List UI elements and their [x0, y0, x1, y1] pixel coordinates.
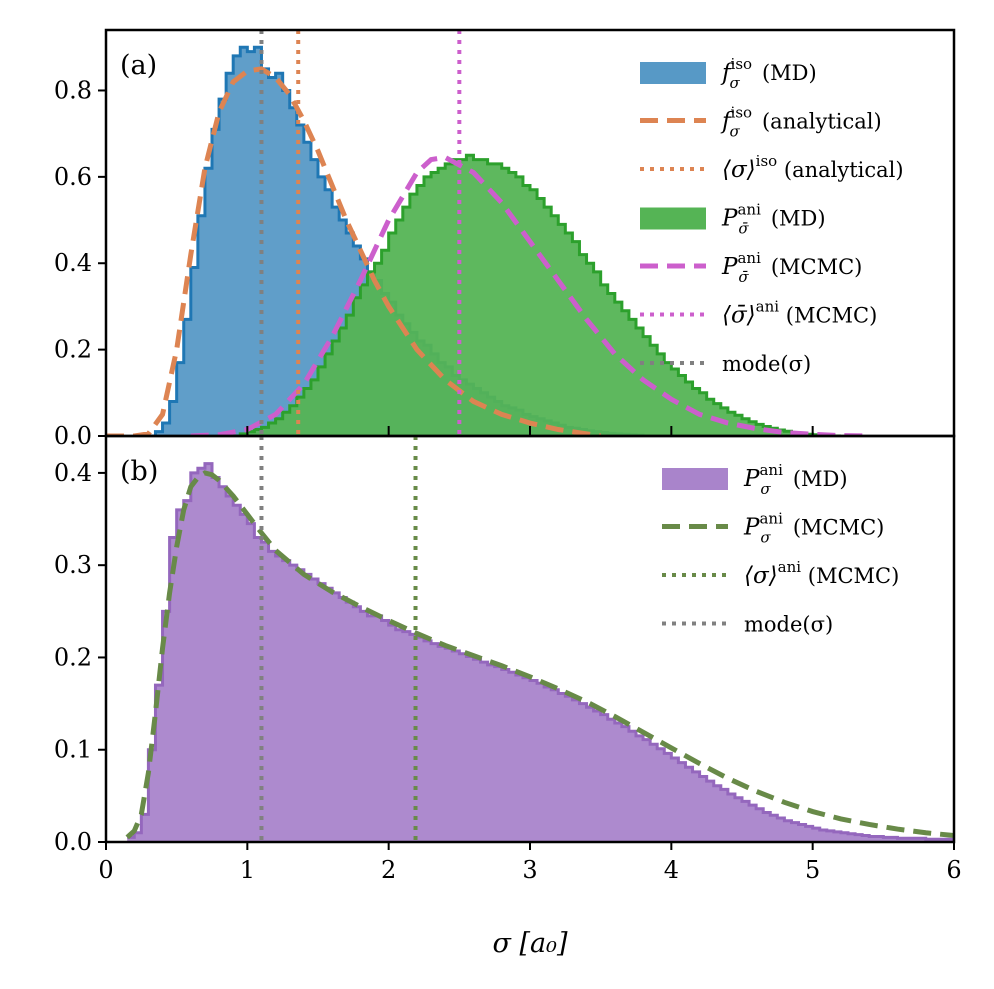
legend-text: (MD)	[771, 207, 826, 231]
legend-superscript: iso	[756, 152, 778, 170]
legend-entry: Pani σ̄ (MCMC)	[640, 249, 862, 286]
legend-text: (analytical)	[762, 110, 882, 134]
legend-symbol: P	[743, 515, 760, 541]
ytick-label: 0.8	[54, 76, 92, 104]
legend-symbol: f	[720, 109, 734, 135]
xtick-label: 1	[240, 856, 255, 884]
legend-subscript: σ	[760, 480, 771, 498]
legend-entry: Pani σ (MCMC)	[662, 510, 884, 547]
legend-superscript: ani	[756, 298, 780, 316]
legend-superscript: ani	[737, 201, 761, 219]
legend-label: ⟨σ⟩iso (analytical)	[722, 152, 904, 183]
ytick-label: 0.4	[54, 459, 92, 487]
legend-patch	[640, 207, 706, 230]
legend-text: (analytical)	[784, 158, 904, 182]
ytick-label: 0.4	[54, 249, 92, 277]
hist-fill-P_ani_MD_bar	[233, 155, 841, 436]
legend-subscript: σ	[730, 74, 741, 92]
panel-b: 0.00.10.20.30.40 1 2 3 4 5 6σ [a₀](b) Pani σ (MD…	[54, 434, 962, 959]
ytick-label: 0.6	[54, 163, 92, 191]
legend-superscript: ani	[737, 249, 761, 267]
legend: Pani σ (MD)Pani σ (MCMC)⟨σ⟩ani (MCMC)mode(…	[662, 461, 899, 637]
xtick-label: 4	[664, 856, 679, 884]
legend-label: fiso σ (analytical)	[720, 104, 882, 141]
legend-superscript: ani	[759, 461, 783, 479]
ytick-label: 0.0	[54, 422, 92, 450]
legend-subscript: σ	[760, 529, 771, 547]
panel-a: 0.00.20.40.60.8(a) fiso σ (MD)fiso σ (analy…	[54, 28, 956, 450]
legend-symbol: P	[743, 466, 760, 492]
plot-area	[106, 30, 870, 436]
ytick-label: 0.0	[54, 828, 92, 856]
legend-entry: fiso σ (MD)	[640, 55, 817, 92]
legend-label: Pani σ̄ (MD)	[721, 201, 826, 238]
legend-patch	[640, 62, 706, 84]
xtick-label: 3	[522, 856, 537, 884]
hist-fill-P_ani_MD	[127, 463, 954, 842]
legend-label: fiso σ (MD)	[720, 55, 817, 92]
legend-symbol: P	[721, 254, 738, 280]
ytick-label: 0.2	[54, 643, 92, 671]
legend-label: Pani σ (MD)	[743, 461, 848, 498]
hist-edge-P_ani_MD_bar	[233, 153, 841, 436]
ytick-label: 0.2	[54, 336, 92, 364]
legend-entry: mode(σ)	[640, 352, 811, 376]
hist-edge-P_ani_MD	[127, 462, 954, 842]
legend-text: mode(σ)	[744, 613, 833, 637]
xtick-label: 6	[946, 856, 961, 884]
plot-area	[125, 436, 954, 842]
curve-P_ani_MCMC	[125, 470, 954, 840]
legend-entry: ⟨σ̄⟩ani (MCMC)	[640, 298, 877, 329]
legend-label: mode(σ)	[722, 352, 811, 376]
legend-superscript: iso	[731, 104, 753, 122]
legend: fiso σ (MD)fiso σ (analytical)⟨σ⟩iso (anal…	[640, 55, 904, 376]
xtick-label: 2	[381, 856, 396, 884]
hist-fill-f_iso_MD	[148, 47, 651, 436]
legend-symbol: ⟨σ⟩	[744, 563, 778, 589]
legend-entry: ⟨σ⟩iso (analytical)	[640, 152, 904, 183]
legend-superscript: iso	[731, 55, 753, 73]
x-axis-label: σ [a₀]	[492, 928, 567, 959]
legend-text: mode(σ)	[722, 352, 811, 376]
legend-entry: ⟨σ⟩ani (MCMC)	[662, 558, 899, 589]
legend-text: (MD)	[793, 467, 848, 491]
panel-label: (b)	[120, 456, 158, 487]
legend-entry: Pani σ (MD)	[662, 461, 848, 498]
legend-entry: fiso σ (analytical)	[640, 104, 882, 141]
xtick-label: 0	[98, 856, 113, 884]
legend-label: Pani σ̄ (MCMC)	[721, 249, 862, 286]
legend-entry: mode(σ)	[662, 613, 833, 637]
legend-text: (MD)	[762, 61, 817, 85]
legend-symbol: ⟨σ⟩	[722, 157, 756, 183]
curve-P_ani_MCMC_bar	[190, 154, 870, 436]
legend-subscript: σ̄	[738, 220, 749, 238]
legend-symbol: f	[720, 60, 734, 86]
xtick-label: 5	[805, 856, 820, 884]
legend-subscript: σ	[730, 123, 741, 141]
legend-text: (MCMC)	[771, 255, 863, 279]
legend-text: (MCMC)	[786, 304, 878, 328]
legend-superscript: ani	[778, 558, 802, 576]
curve-f_iso_analytical	[106, 66, 602, 436]
legend-subscript: σ̄	[738, 268, 749, 286]
legend-label: mode(σ)	[744, 613, 833, 637]
legend-entry: Pani σ̄ (MD)	[640, 201, 826, 238]
legend-superscript: ani	[759, 510, 783, 528]
ytick-label: 0.3	[54, 551, 92, 579]
legend-symbol: P	[721, 206, 738, 232]
legend-text: (MCMC)	[808, 564, 900, 588]
legend-symbol: ⟨σ̄⟩	[722, 303, 756, 329]
ytick-label: 0.1	[54, 736, 92, 764]
legend-text: (MCMC)	[793, 516, 885, 540]
panel-label: (a)	[120, 50, 157, 81]
legend-patch	[662, 468, 728, 490]
legend-label: ⟨σ̄⟩ani (MCMC)	[722, 298, 877, 329]
legend-label: ⟨σ⟩ani (MCMC)	[744, 558, 899, 589]
legend-label: Pani σ (MCMC)	[743, 510, 884, 547]
